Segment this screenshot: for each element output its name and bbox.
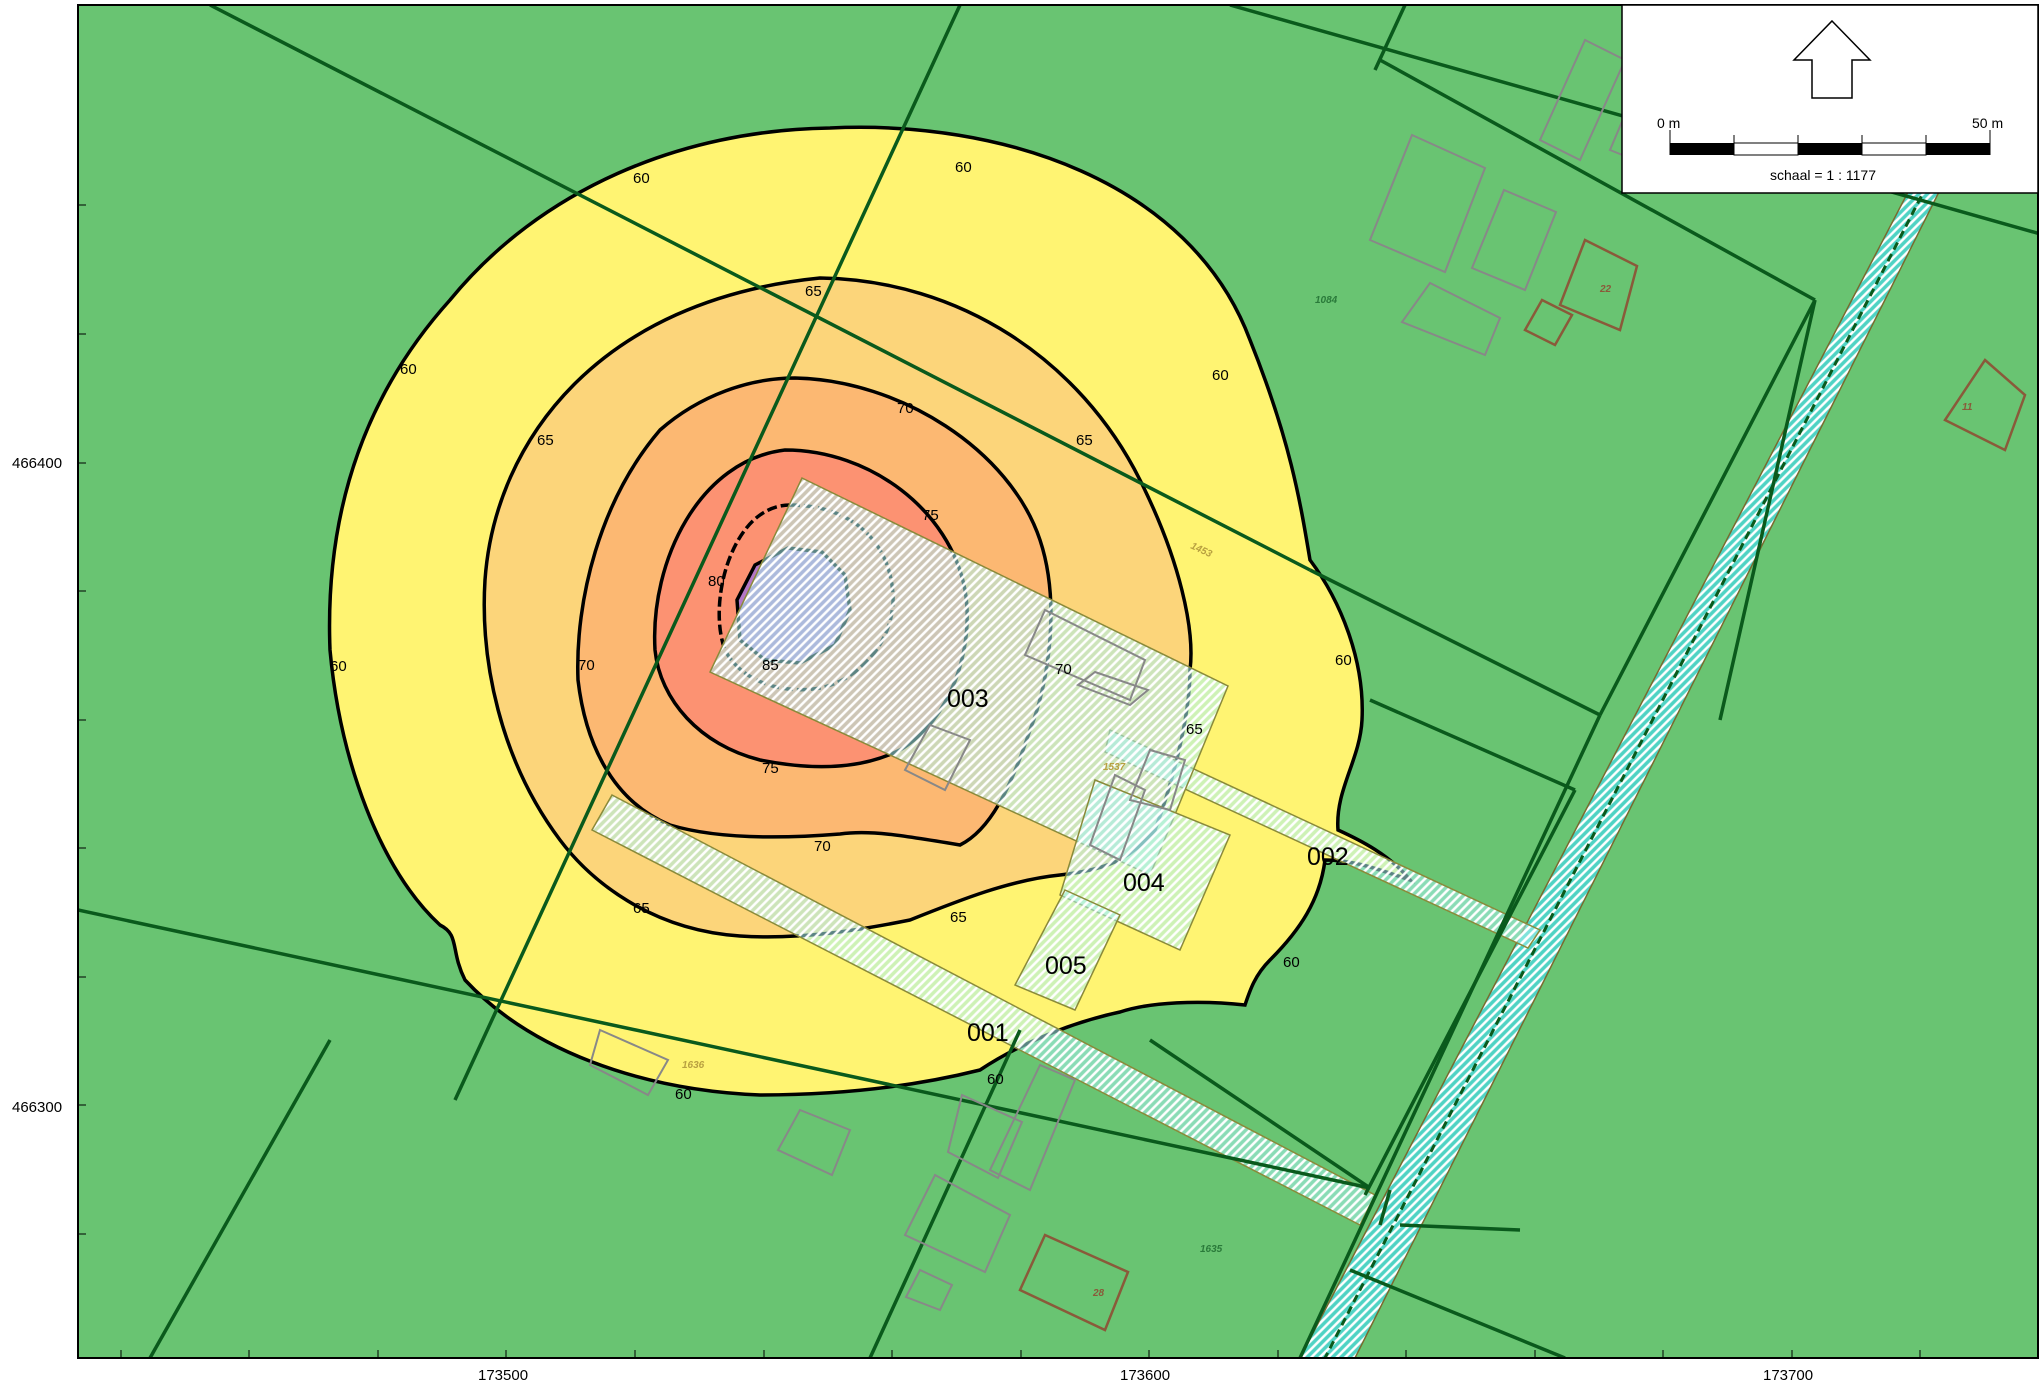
contour-label: 75 bbox=[922, 507, 939, 524]
road-edge-dashed bbox=[1323, 149, 1947, 1358]
scale-start-label: 0 m bbox=[1657, 115, 1680, 131]
contour-label: 60 bbox=[633, 170, 650, 187]
scale-text: schaal = 1 : 1177 bbox=[1770, 167, 1876, 183]
contour-label: 65 bbox=[633, 900, 650, 917]
contour-label: 60 bbox=[675, 1086, 692, 1103]
x-axis-label-173700: 173700 bbox=[1763, 1367, 1813, 1383]
x-axis-label-173500: 173500 bbox=[478, 1367, 528, 1383]
contour-label: 70 bbox=[814, 838, 831, 855]
source-label-003: 003 bbox=[947, 685, 989, 713]
scale-end-label: 50 m bbox=[1972, 115, 2003, 131]
y-axis-ticks bbox=[78, 204, 86, 1235]
parcel-label-1537: 1537 bbox=[1103, 762, 1126, 773]
y-axis-label-466400: 466400 bbox=[12, 455, 62, 472]
contour-label: 70 bbox=[1055, 661, 1072, 678]
contour-label: 60 bbox=[955, 159, 972, 176]
source-label-002: 002 bbox=[1307, 843, 1349, 871]
source-001-strip bbox=[590, 793, 1376, 1227]
legend-box: 0 m 50 m schaal = 1 : 1177 bbox=[1621, 4, 2039, 194]
parcel-label-1635: 1635 bbox=[1200, 1244, 1223, 1255]
building-outlines bbox=[588, 18, 1722, 1312]
north-arrow-icon bbox=[1792, 19, 1872, 99]
contour-label: 65 bbox=[1186, 721, 1203, 738]
contour-label: 65 bbox=[537, 432, 554, 449]
source-005-area bbox=[1013, 889, 1122, 1011]
map-frame bbox=[77, 4, 2039, 1359]
x-axis-ticks bbox=[120, 1350, 1921, 1358]
scale-bar bbox=[1669, 130, 1991, 156]
source-label-004: 004 bbox=[1123, 869, 1165, 897]
contour-label: 75 bbox=[762, 760, 779, 777]
contour-label: 60 bbox=[330, 658, 347, 675]
parcel-label-28: 28 bbox=[1092, 1288, 1105, 1299]
source-label-001: 001 bbox=[967, 1019, 1009, 1047]
contour-label: 70 bbox=[1040, 669, 1057, 686]
contour-label: 85 bbox=[762, 657, 779, 674]
x-axis-label-173600: 173600 bbox=[1120, 1367, 1170, 1383]
contour-label: 60 bbox=[1335, 652, 1352, 669]
parcel-label-1636: 1636 bbox=[682, 1060, 705, 1071]
contour-label: 60 bbox=[1283, 954, 1300, 971]
contour-label: 65 bbox=[1076, 432, 1093, 449]
contour-label: 70 bbox=[578, 657, 595, 674]
contour-label: 60 bbox=[1212, 367, 1229, 384]
contour-label: 60 bbox=[987, 1071, 1004, 1088]
dark-building-outlines bbox=[1018, 238, 2027, 1332]
contour-label: 75 bbox=[922, 507, 939, 524]
y-axis-label-466300: 466300 bbox=[12, 1099, 62, 1116]
contour-label: 60 bbox=[400, 361, 417, 378]
contour-label: 80 bbox=[708, 573, 725, 590]
parcel-label-1084: 1084 bbox=[1315, 295, 1338, 306]
parcel-label-11: 11 bbox=[1962, 402, 1973, 413]
contour-label: 65 bbox=[805, 283, 822, 300]
contour-label: 65 bbox=[950, 909, 967, 926]
contour-label: 70 bbox=[897, 400, 914, 417]
source-label-005: 005 bbox=[1045, 952, 1087, 980]
parcel-label-22: 22 bbox=[1599, 284, 1612, 295]
